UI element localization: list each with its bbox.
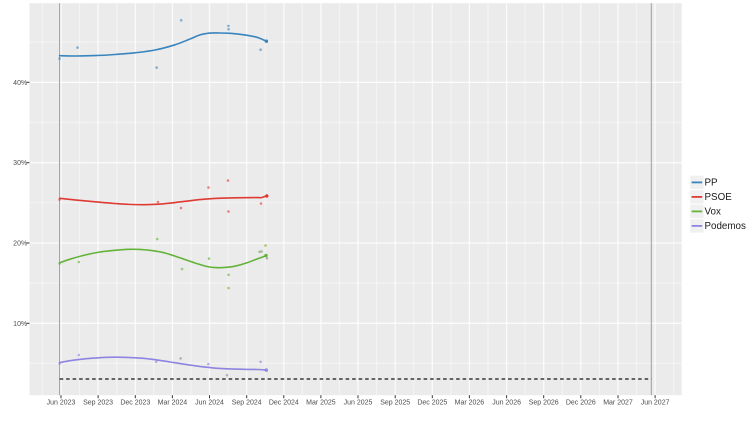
svg-text:PSOE: PSOE bbox=[705, 192, 733, 203]
svg-text:Sep 2025: Sep 2025 bbox=[380, 400, 410, 407]
svg-text:Jun 2023: Jun 2023 bbox=[47, 400, 76, 407]
svg-text:Dec 2023: Dec 2023 bbox=[120, 400, 150, 407]
svg-text:Sep 2023: Sep 2023 bbox=[83, 400, 113, 407]
svg-text:Jun 2026: Jun 2026 bbox=[492, 400, 521, 407]
svg-text:30%: 30% bbox=[13, 160, 27, 167]
svg-text:Dec 2024: Dec 2024 bbox=[269, 400, 299, 407]
svg-text:Sep 2026: Sep 2026 bbox=[529, 400, 559, 407]
svg-text:10%: 10% bbox=[13, 321, 27, 328]
svg-text:20%: 20% bbox=[13, 241, 27, 248]
svg-text:Podemos: Podemos bbox=[705, 221, 746, 232]
svg-text:Jun 2025: Jun 2025 bbox=[344, 400, 373, 407]
svg-text:Mar 2027: Mar 2027 bbox=[603, 400, 633, 407]
svg-text:Mar 2026: Mar 2026 bbox=[455, 400, 485, 407]
svg-text:Mar 2024: Mar 2024 bbox=[158, 400, 188, 407]
svg-text:Mar 2025: Mar 2025 bbox=[306, 400, 336, 407]
svg-text:Jun 2027: Jun 2027 bbox=[641, 400, 670, 407]
svg-text:PP: PP bbox=[705, 178, 719, 189]
svg-text:40%: 40% bbox=[13, 80, 27, 87]
svg-text:Dec 2026: Dec 2026 bbox=[566, 400, 596, 407]
svg-text:Dec 2025: Dec 2025 bbox=[417, 400, 447, 407]
svg-text:Jun 2024: Jun 2024 bbox=[195, 400, 224, 407]
svg-text:Vox: Vox bbox=[705, 207, 721, 218]
svg-text:Sep 2024: Sep 2024 bbox=[232, 400, 262, 407]
